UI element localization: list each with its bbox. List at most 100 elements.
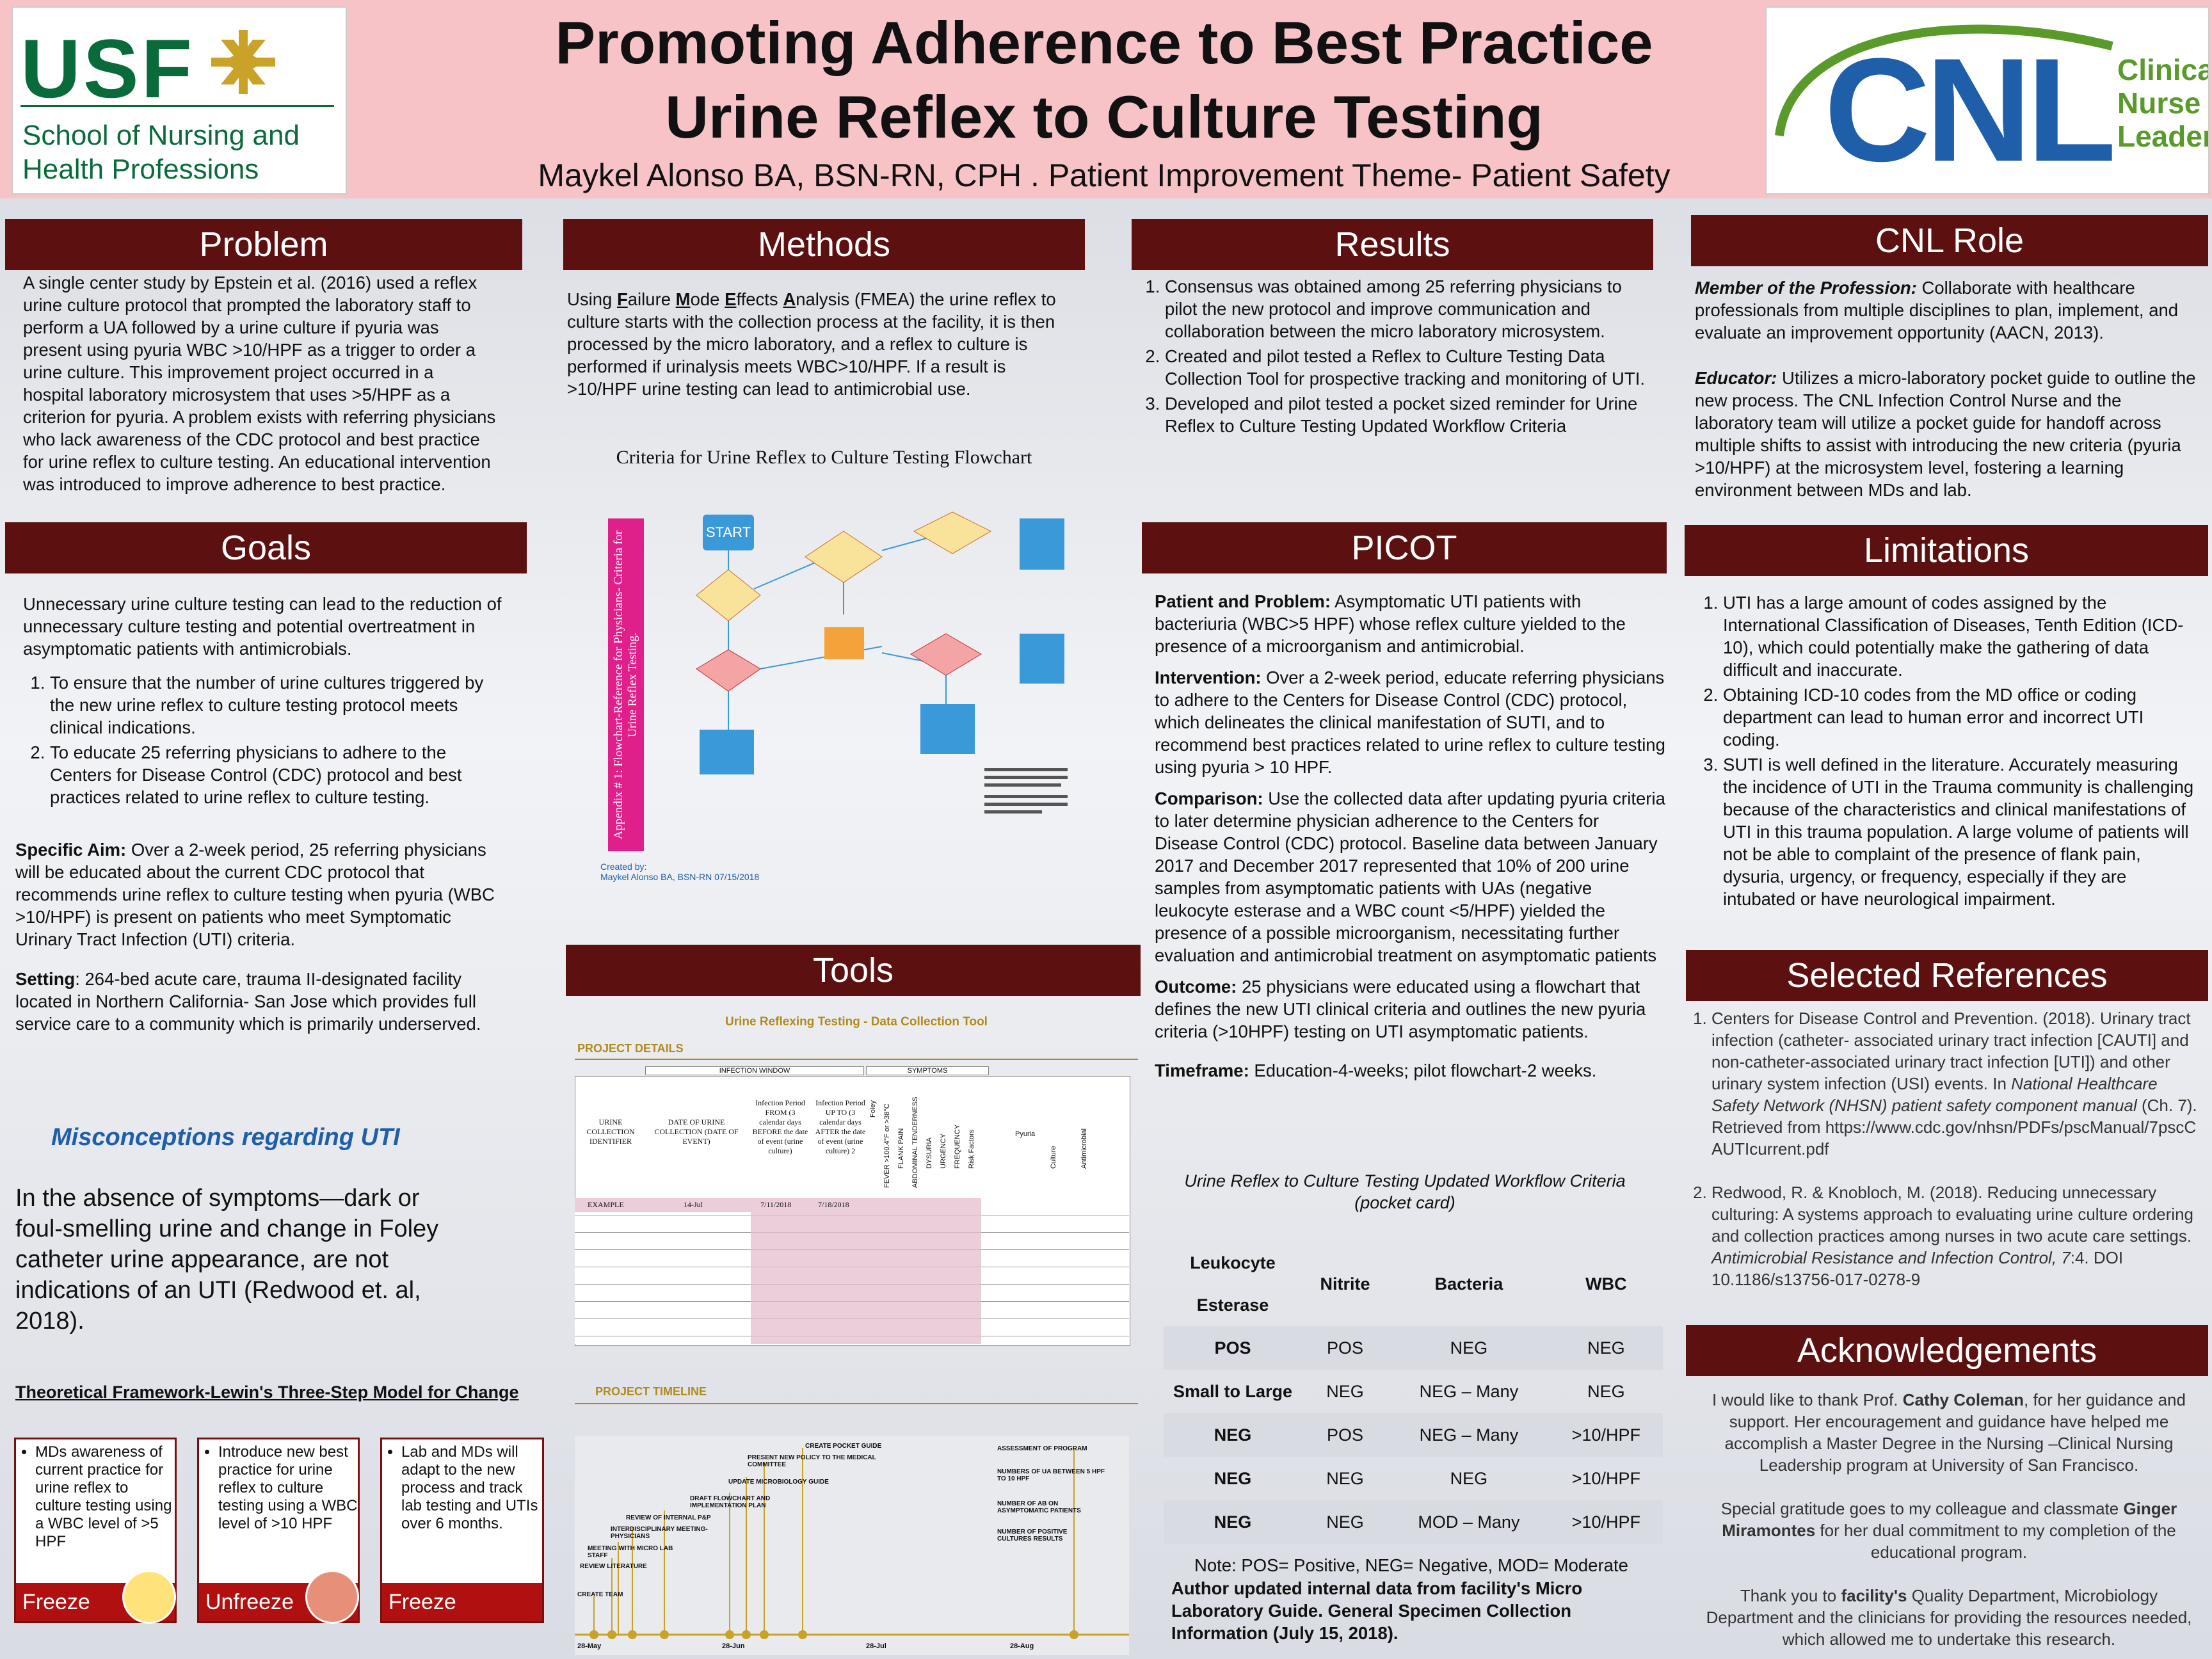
methods-f: F: [616, 289, 628, 309]
methods-text-e: nalysis (FMEA) the urine reflex to cultu…: [567, 289, 1056, 399]
author-note: Author updated internal data from facili…: [1171, 1578, 1583, 1643]
picot-outcome: Outcome: 25 physicians were educated usi…: [1155, 975, 1665, 1043]
tool-rot-col-5: URGENCY: [940, 1133, 947, 1169]
timeline-event-5: INTERDISCIPLINARY MEETING-PHYSICIANS: [611, 1526, 708, 1540]
stop-box-2-icon: [1020, 634, 1064, 684]
tool-rot-col-2: FLANK PAIN: [897, 1128, 905, 1169]
tool-rot-col-3: ABDOMINAL TENDERNESS: [911, 1096, 919, 1188]
timeline-date-3: 28-Aug: [1010, 1642, 1034, 1650]
lewin-step-2: Introduce new best practice for urine re…: [197, 1438, 360, 1624]
cell: NEG: [1549, 1326, 1663, 1370]
cell: MOD – Many: [1388, 1500, 1550, 1544]
acknowledgements-heading: Acknowledgements: [1686, 1325, 2208, 1376]
tool-col-upto: Infection Period UP TO (3 calendar days …: [815, 1098, 866, 1155]
tool-rot-col-9: Culture: [1050, 1146, 1057, 1169]
flowchart-created-by: Created by:: [600, 862, 647, 872]
ack-p3-name: facility's: [1841, 1586, 1907, 1605]
references-body: Centers for Disease Control and Preventi…: [1688, 1007, 2200, 1293]
tool-rot-col-4: DYSURIA: [926, 1137, 933, 1169]
limitations-list: UTI has a large amount of codes assigned…: [1695, 591, 2195, 910]
picot-intervention: Intervention: Over a 2-week period, educ…: [1155, 666, 1665, 778]
ack-p2-a: Special gratitude goes to my colleague a…: [1720, 1499, 2124, 1518]
goals-body: Unnecessary urine culture testing can le…: [23, 593, 503, 811]
cnl-logo-text: CNL: [1824, 28, 2117, 192]
th-leukocyte: Leukocyte Esterase: [1190, 1253, 1276, 1315]
usf-logo: USF School of Nursing and Health Profess…: [12, 6, 347, 195]
tool-col-from: Infection Period FROM (3 calendar days B…: [752, 1098, 808, 1155]
methods-text-a: Using: [567, 289, 617, 309]
timeline-event-8: CREATE TEAM: [577, 1591, 623, 1598]
reference-1-title: National Healthcare Safety Network (NHSN…: [1711, 1074, 2158, 1115]
cell: >10/HPF: [1549, 1500, 1663, 1544]
tool-col-urine-id: URINE COLLECTION IDENTIFIER: [586, 1118, 635, 1146]
ack-p3-b: Quality Department, Microbiology Departm…: [1706, 1586, 2192, 1649]
picot-intervention-label: Intervention:: [1155, 668, 1262, 687]
picot-outcome-text: 25 physicians were educated using a flow…: [1155, 977, 1646, 1041]
timeline-date-1: 28-Jun: [722, 1642, 745, 1650]
usf-school-line1: School of Nursing and: [22, 120, 300, 151]
reference-1-b: (Ch. 7). Retrieved from https://www.cdc.…: [1711, 1096, 2197, 1158]
acknowledgements-body: I would like to thank Prof. Cathy Colema…: [1696, 1389, 2202, 1650]
cnl-leader: Leader: [2117, 120, 2209, 153]
poster-title-line1: Promoting Adherence to Best Practice: [555, 9, 1653, 76]
poster-subtitle: Maykel Alonso BA, BSN-RN, CPH . Patient …: [538, 157, 1671, 193]
decision-patient-fever-icon: [910, 633, 982, 676]
goals-item-1: To ensure that the number of urine cultu…: [50, 671, 503, 739]
cnl-role-educator-label: Educator:: [1695, 368, 1777, 388]
lewin-step-2-text: Introduce new best practice for urine re…: [218, 1443, 358, 1533]
reference-2-journal: Antimicrobial Resistance and Infection C…: [1711, 1248, 2071, 1267]
timeline-event-0: CREATE POCKET GUIDE: [805, 1443, 882, 1450]
reference-2-b: :4. DOI 10.1186/s13756-017-0278-9: [1711, 1248, 2124, 1289]
problem-text: A single center study by Epstein et al. …: [23, 273, 496, 494]
timeline-date-2: 28-Jul: [866, 1642, 886, 1650]
cell: NEG – Many: [1419, 1381, 1519, 1401]
th-bacteria: Bacteria: [1434, 1274, 1503, 1294]
lewin-step-1: MDs awareness of current practice for ur…: [14, 1438, 177, 1624]
picot-body: Patient and Problem: Asymptomatic UTI pa…: [1155, 590, 1665, 1091]
picot-outcome-label: Outcome:: [1155, 977, 1237, 997]
specific-aim: Specific Aim: Over a 2-week period, 25 r…: [15, 838, 502, 950]
results-heading: Results: [1132, 219, 1653, 270]
lewin-step-1-text: MDs awareness of current practice for ur…: [35, 1443, 175, 1551]
framework-title: Theoretical Framework-Lewin's Three-Step…: [15, 1382, 519, 1402]
ack-p1-a: I would like to thank Prof.: [1712, 1390, 1903, 1409]
cell: NEG: [1326, 1381, 1364, 1401]
references-heading: Selected References: [1686, 950, 2208, 1001]
cnl-swoosh-icon: [1775, 24, 2113, 136]
flowchart-side-text: Appendix # 1: Flowchart-Reference for Ph…: [612, 530, 639, 840]
reference-1: Centers for Disease Control and Preventi…: [1711, 1007, 2200, 1160]
picot-comparison-text: Use the collected data after updating py…: [1155, 789, 1665, 965]
picot-patient-label: Patient and Problem:: [1155, 591, 1331, 611]
cell: NEG: [1302, 1500, 1389, 1544]
decision-urine-sample-icon: [696, 569, 761, 621]
timeline-event-3: DRAFT FLOWCHART AND IMPLEMENTATION PLAN: [690, 1495, 771, 1509]
decision-symptoms-icon: [805, 531, 883, 583]
tools-figure: Urine Reflexing Testing - Data Collectio…: [575, 1009, 1138, 1655]
timeline-event-6: MEETING WITH MICRO LAB STAFF: [588, 1545, 673, 1559]
flowchart-figure: Appendix # 1: Flowchart-Reference for Ph…: [588, 506, 1074, 882]
cell: POS: [1302, 1413, 1389, 1457]
pocket-card-note: Note: POS= Positive, NEG= Negative, MOD=…: [1194, 1555, 1628, 1575]
cnl-clinical: Clinical: [2117, 53, 2208, 86]
problem-heading: Problem: [5, 219, 522, 270]
flowchart-author: Maykel Alonso BA, BSN-RN 07/15/2018: [600, 872, 760, 882]
lewin-step-3-label: Freeze: [382, 1583, 542, 1621]
picot-patient-text: Asymptomatic UTI patients with bacteriur…: [1155, 591, 1626, 656]
table-row: POS POS NEG NEG: [1164, 1326, 1663, 1370]
lewin-step-3: Lab and MDs will adapt to the new proces…: [380, 1438, 544, 1623]
timeline-event-4: REVIEW OF INTERNAL P&P: [626, 1514, 711, 1521]
limitations-heading: Limitations: [1685, 525, 2208, 576]
limitations-item-2: Obtaining ICD-10 codes from the MD offic…: [1723, 684, 2195, 751]
timeline-event-7: REVIEW LITERATURE: [580, 1563, 647, 1570]
cell: Small to Large: [1173, 1381, 1293, 1401]
usf-bull-emblem-icon: [211, 30, 275, 94]
picot-timeframe-text: Education-4-weeks; pilot flowchart-2 wee…: [1249, 1061, 1597, 1080]
methods-text-d: ffects: [736, 289, 783, 309]
cell: POS: [1302, 1326, 1389, 1370]
timeline-event-11: NUMBER OF AB ON ASYMPTOMATIC PATIENTS: [997, 1500, 1081, 1514]
methods-text-b: ailure: [627, 289, 676, 309]
ack-p3-a: Thank you to: [1740, 1586, 1841, 1605]
ice-cube-icon: [122, 1570, 176, 1624]
melting-cube-icon: [305, 1570, 359, 1624]
tool-title: Urine Reflexing Testing - Data Collectio…: [725, 1015, 988, 1029]
